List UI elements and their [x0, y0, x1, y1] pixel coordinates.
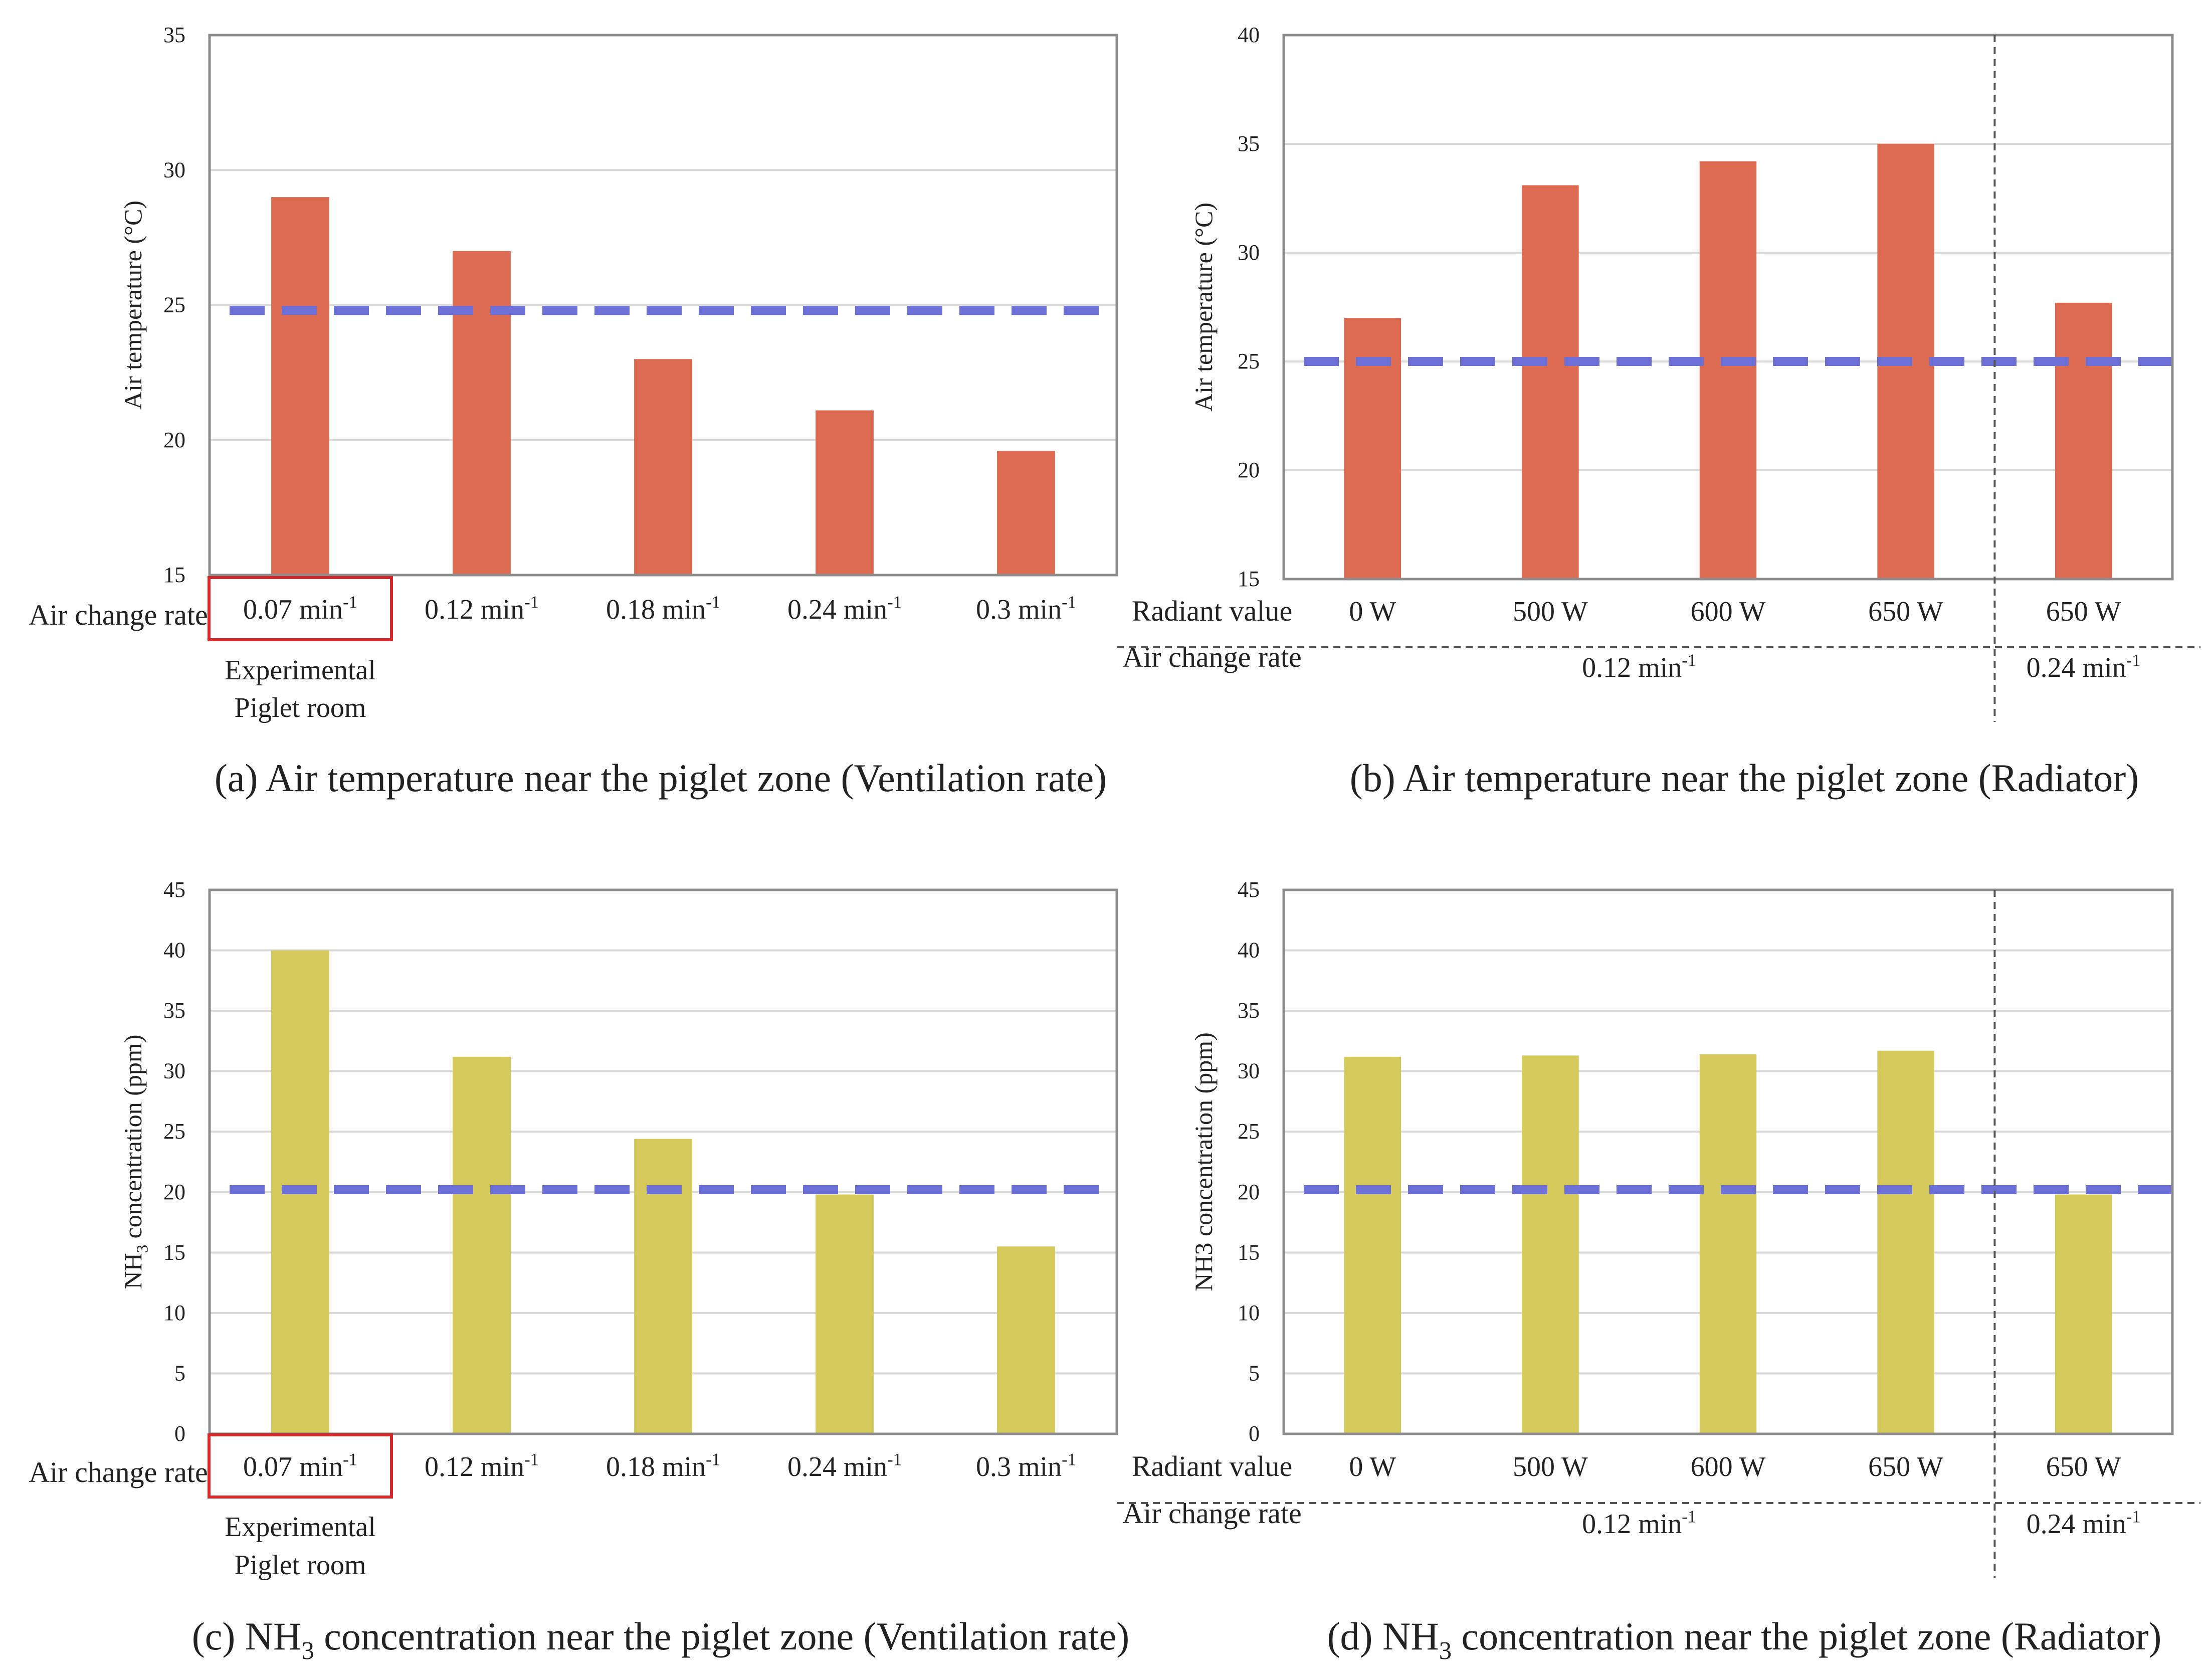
y-axis-label: NH3 concentration (ppm) [119, 1035, 152, 1289]
x-tick-label: 600 W [1691, 596, 1766, 627]
y-tick-label: 20 [163, 1180, 185, 1204]
x-tick-label: 500 W [1513, 1451, 1588, 1482]
bar [634, 359, 692, 575]
x-tick-label: 0 W [1349, 596, 1396, 627]
y-tick-label: 35 [163, 998, 185, 1023]
x-tick-label: 0.18 min-1 [606, 593, 720, 625]
x-tick-label: 600 W [1691, 1451, 1766, 1482]
plot-frame [208, 34, 1118, 577]
group-label: 0.12 min-1 [1582, 651, 1696, 683]
y-axis-label: NH3 concentration (ppm) [1189, 1032, 1218, 1291]
bar [997, 1246, 1055, 1434]
bar [2055, 1194, 2112, 1434]
highlight-box [208, 576, 393, 641]
y-tick-label: 20 [163, 428, 185, 452]
y-tick-label: 30 [1238, 1059, 1260, 1083]
bar [1344, 1056, 1401, 1434]
x-tick-label: 650 W [1868, 596, 1943, 627]
y-tick-label: 5 [174, 1361, 185, 1385]
x-tick-label: 0.3 min-1 [976, 1450, 1076, 1482]
x-tick-label: 0.24 min-1 [787, 1450, 902, 1482]
y-tick-label: 40 [1238, 938, 1260, 963]
y-axis-label: Air temperature (°C) [1189, 203, 1218, 412]
y-tick-label: 45 [1238, 877, 1260, 902]
bar [816, 410, 874, 575]
y-tick-label: 25 [163, 293, 185, 317]
group-label: 0.24 min-1 [2027, 651, 2141, 683]
highlight-note: Piglet room [235, 692, 366, 723]
y-tick-label: 5 [1249, 1361, 1260, 1385]
bar [271, 197, 329, 576]
bar [1699, 161, 1757, 580]
x-tick-label: 0.07 min-1 [243, 593, 357, 625]
x-axis-label: Air change rate [29, 599, 208, 631]
x-tick-label: 0.18 min-1 [606, 1450, 720, 1482]
x-tick-label: 0.12 min-1 [425, 593, 539, 625]
y-tick-label: 25 [163, 1119, 185, 1144]
y-tick-label: 35 [163, 23, 185, 47]
panel-title: (a) Air temperature near the piglet zone… [215, 756, 1107, 800]
bar [453, 1056, 511, 1434]
bar [2055, 302, 2112, 579]
y-tick-label: 25 [1238, 1119, 1260, 1144]
air-change-rate-label: Air change rate [1122, 641, 1301, 673]
y-tick-label: 35 [1238, 998, 1260, 1023]
x-tick-label: 0.07 min-1 [243, 1450, 357, 1482]
highlight-box [208, 1433, 393, 1499]
y-tick-label: 20 [1238, 458, 1260, 482]
y-tick-label: 0 [174, 1421, 185, 1446]
x-tick-label: 0.24 min-1 [787, 593, 902, 625]
y-tick-label: 40 [163, 938, 185, 963]
group-label: 0.12 min-1 [1582, 1507, 1696, 1540]
x-tick-label: 500 W [1513, 596, 1588, 627]
x-tick-label: 650 W [2046, 596, 2121, 627]
y-tick-label: 35 [1238, 131, 1260, 156]
y-tick-label: 40 [1238, 23, 1260, 47]
x-axis-label: Air change rate [29, 1456, 208, 1489]
y-tick-label: 15 [163, 563, 185, 587]
radiant-value-label: Radiant value [1132, 1450, 1293, 1482]
bar [1699, 1054, 1757, 1434]
x-tick-label: 0.3 min-1 [976, 593, 1076, 625]
radiant-value-label: Radiant value [1132, 595, 1293, 627]
panel-title: (c) NH3 concentration near the piglet zo… [192, 1614, 1130, 1665]
group-label: 0.24 min-1 [2027, 1507, 2141, 1540]
plot-frame [208, 888, 1118, 1435]
x-tick-label: 650 W [1868, 1451, 1943, 1482]
plot-frame [1282, 34, 2174, 581]
y-tick-label: 0 [1249, 1421, 1260, 1446]
y-tick-label: 30 [1238, 240, 1260, 265]
highlight-note: Experimental [225, 655, 376, 686]
y-axis-label: Air temperature (°C) [119, 201, 147, 410]
highlight-note: Piglet room [235, 1550, 366, 1581]
y-tick-label: 10 [1238, 1300, 1260, 1325]
y-tick-label: 15 [1238, 567, 1260, 591]
bar [816, 1194, 874, 1434]
y-tick-label: 15 [1238, 1240, 1260, 1264]
y-tick-label: 15 [163, 1240, 185, 1264]
panel-title: (b) Air temperature near the piglet zone… [1350, 756, 2139, 800]
highlight-note: Experimental [225, 1512, 376, 1543]
y-tick-label: 30 [163, 1059, 185, 1083]
x-tick-label: 650 W [2046, 1451, 2121, 1482]
y-tick-label: 30 [163, 157, 185, 182]
plot-frame [1282, 888, 2174, 1435]
bar [997, 451, 1055, 575]
bar [1877, 1050, 1934, 1434]
air-change-rate-label: Air change rate [1122, 1497, 1301, 1530]
bar [1522, 1055, 1579, 1434]
bar [1522, 185, 1579, 580]
bar [634, 1139, 692, 1434]
x-tick-label: 0 W [1349, 1451, 1396, 1482]
y-tick-label: 20 [1238, 1180, 1260, 1204]
y-tick-label: 25 [1238, 349, 1260, 374]
panel-title: (d) NH3 concentration near the piglet zo… [1327, 1614, 2162, 1665]
x-tick-label: 0.12 min-1 [425, 1450, 539, 1482]
y-tick-label: 10 [163, 1300, 185, 1325]
bar [453, 251, 511, 575]
y-tick-label: 45 [163, 877, 185, 902]
